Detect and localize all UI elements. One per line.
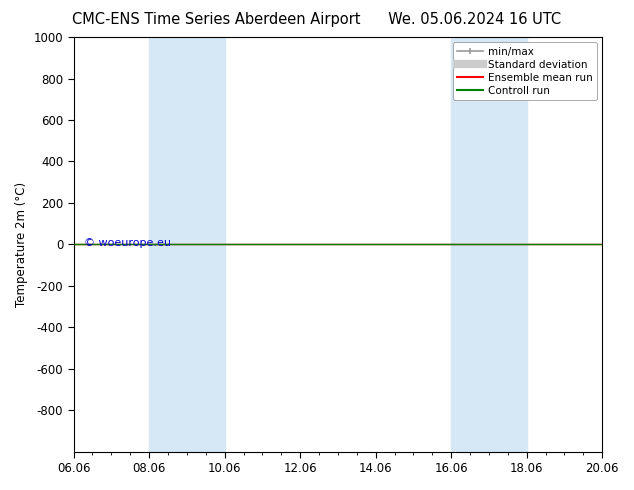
Text: © woeurope.eu: © woeurope.eu bbox=[84, 238, 171, 248]
Bar bbox=[149, 37, 224, 452]
Text: CMC-ENS Time Series Aberdeen Airport      We. 05.06.2024 16 UTC: CMC-ENS Time Series Aberdeen Airport We.… bbox=[72, 12, 562, 27]
Y-axis label: Temperature 2m (°C): Temperature 2m (°C) bbox=[15, 182, 28, 307]
Legend: min/max, Standard deviation, Ensemble mean run, Controll run: min/max, Standard deviation, Ensemble me… bbox=[453, 42, 597, 100]
Bar bbox=[451, 37, 527, 452]
